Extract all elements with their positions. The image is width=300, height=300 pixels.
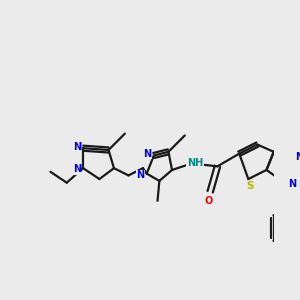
- Text: NH: NH: [187, 158, 203, 168]
- Text: S: S: [246, 181, 254, 191]
- Text: S: S: [246, 181, 254, 191]
- Text: O: O: [204, 196, 212, 206]
- Text: N: N: [295, 152, 300, 162]
- Text: N: N: [288, 179, 296, 190]
- Text: N: N: [136, 170, 144, 180]
- Text: O: O: [204, 196, 212, 206]
- Text: N: N: [73, 164, 81, 174]
- Text: N: N: [136, 170, 144, 180]
- Text: N: N: [143, 148, 152, 159]
- Text: N: N: [295, 152, 300, 162]
- Text: N: N: [288, 179, 296, 190]
- Text: N: N: [73, 142, 81, 152]
- Text: NH: NH: [187, 158, 203, 168]
- Text: N: N: [73, 164, 81, 174]
- Text: N: N: [73, 142, 81, 152]
- Text: N: N: [143, 148, 152, 159]
